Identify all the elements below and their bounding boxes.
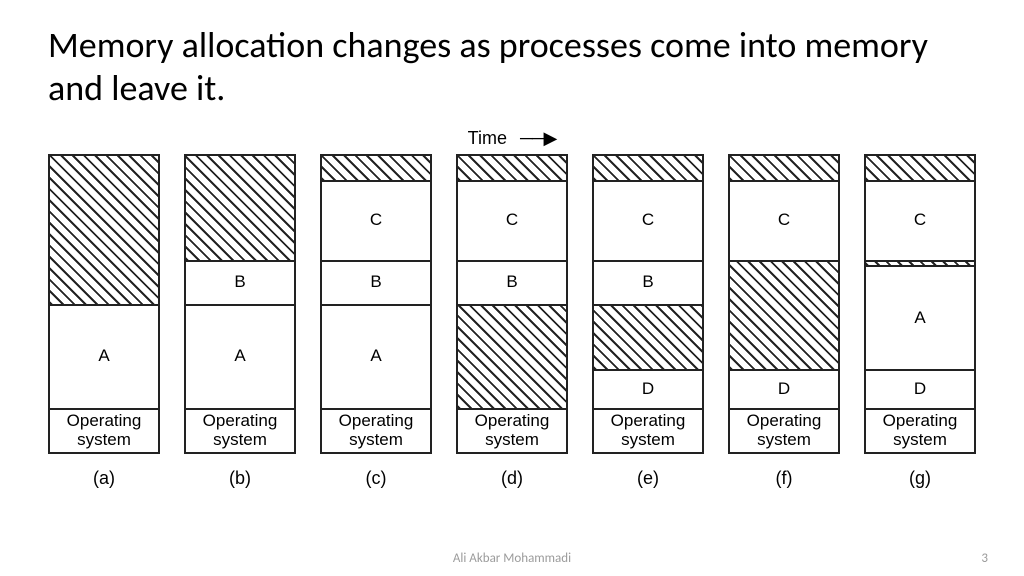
time-arrow-icon: ──▶ [520,128,556,148]
memory-column: CADOperating system (g) [864,154,976,489]
memory-column: CB Operating system (d) [456,154,568,489]
process-segment: B [186,260,294,304]
process-segment: C [730,180,838,260]
free-memory-segment [322,156,430,180]
free-memory-segment [866,156,974,180]
os-segment: Operating system [186,408,294,452]
memory-bar: CB DOperating system [592,154,704,454]
memory-bar: AOperating system [48,154,160,454]
time-label: Time [468,128,507,148]
footer-author: Ali Akbar Mohammadi [0,551,1024,566]
free-memory-segment [186,156,294,260]
column-caption: (c) [366,468,387,489]
memory-column: C DOperating system (f) [728,154,840,489]
memory-column: CBAOperating system (c) [320,154,432,489]
process-segment: C [458,180,566,260]
free-memory-segment [594,156,702,180]
memory-bar: CBAOperating system [320,154,432,454]
process-segment: C [594,180,702,260]
time-axis: Time ──▶ [48,128,976,149]
process-segment: A [322,304,430,408]
column-caption: (d) [501,468,523,489]
memory-columns: AOperating system(a)BAOperating system(b… [48,154,976,489]
column-caption: (a) [93,468,115,489]
memory-bar: BAOperating system [184,154,296,454]
memory-bar: CB Operating system [456,154,568,454]
process-segment: C [322,180,430,260]
os-segment: Operating system [458,408,566,452]
footer-page-number: 3 [981,551,988,566]
column-caption: (g) [909,468,931,489]
column-caption: (e) [637,468,659,489]
free-memory-segment [594,304,702,369]
os-segment: Operating system [866,408,974,452]
free-memory-segment [730,260,838,370]
process-segment: A [50,304,158,408]
process-segment: D [730,369,838,407]
process-segment: C [866,180,974,260]
column-caption: (b) [229,468,251,489]
memory-column: BAOperating system (b) [184,154,296,489]
free-memory-segment [730,156,838,180]
free-memory-segment [458,156,566,180]
os-segment: Operating system [730,408,838,452]
os-segment: Operating system [322,408,430,452]
process-segment: A [866,265,974,369]
column-caption: (f) [776,468,793,489]
memory-bar: C DOperating system [728,154,840,454]
memory-column: CB DOperating system (e) [592,154,704,489]
process-segment: B [458,260,566,304]
process-segment: B [322,260,430,304]
process-segment: D [866,369,974,407]
os-segment: Operating system [594,408,702,452]
free-memory-segment [50,156,158,304]
process-segment: A [186,304,294,408]
memory-column: AOperating system (a) [48,154,160,489]
process-segment: B [594,260,702,304]
os-segment: Operating system [50,408,158,452]
free-memory-segment [458,304,566,408]
slide-title: Memory allocation changes as processes c… [48,24,976,110]
process-segment: D [594,369,702,407]
memory-bar: CADOperating system [864,154,976,454]
slide: Memory allocation changes as processes c… [0,0,1024,576]
